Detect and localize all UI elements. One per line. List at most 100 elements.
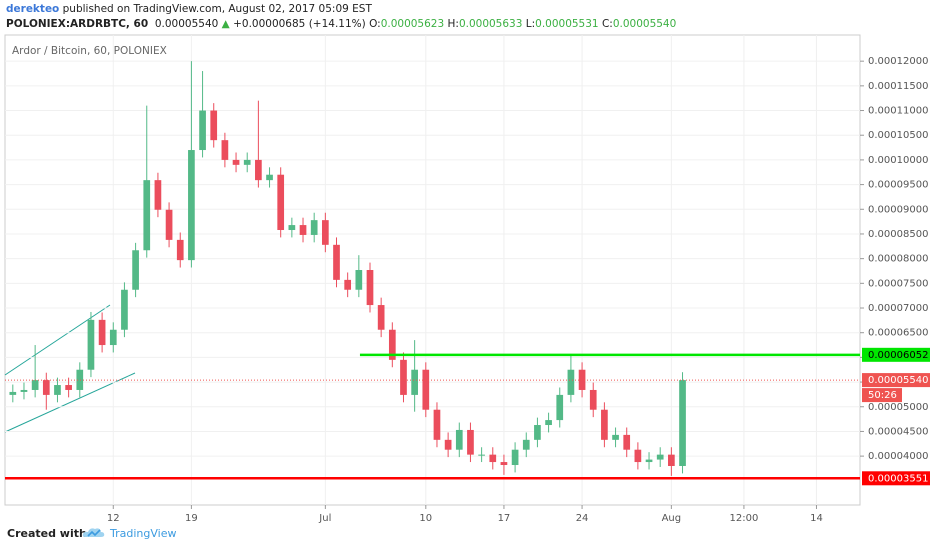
publish-line: derekteo published on TradingView.com, A… [6, 2, 676, 17]
candle-body [534, 425, 541, 440]
candle-body [500, 462, 508, 466]
candle-body [656, 454, 664, 460]
candle-body [422, 369, 430, 410]
candle-body [578, 369, 586, 390]
candle-body [623, 434, 631, 450]
y-tick-label: 0.00007500 [868, 278, 928, 289]
candle-body [467, 429, 474, 455]
ohlc-value: 0.00005623 [380, 18, 445, 30]
candle-body [634, 449, 642, 463]
candle-body [121, 289, 128, 330]
candle-body [243, 159, 251, 165]
ohlc-label: O: [369, 18, 381, 30]
x-tick-label: 24 [576, 513, 589, 524]
plot-frame [4, 34, 861, 506]
candle-body [188, 150, 195, 261]
ohlc: O:0.00005623 H:0.00005633 L:0.00005531 C… [366, 18, 676, 30]
x-tick-label: 19 [185, 513, 198, 524]
y-tick-label: 0.00006500 [868, 328, 928, 339]
candle-body [321, 220, 329, 245]
candle-body [87, 319, 95, 370]
candle-body [455, 429, 463, 450]
published: published on TradingView.com, August 02,… [62, 3, 372, 15]
candle-body [344, 279, 352, 290]
candle-body [20, 389, 28, 392]
y-tick-label: 0.00008000 [868, 254, 928, 265]
candle-body [377, 305, 385, 330]
y-tick-label: 0.00007000 [868, 303, 928, 314]
chart-title: Ardor / Bitcoin, 60, POLONIEX [12, 45, 167, 57]
last: 0.00005540 [154, 18, 219, 30]
x-tick-label: Jul [318, 513, 331, 524]
up-arrow: ▲ [221, 18, 230, 30]
y-tick-label: 0.00012000 [868, 56, 928, 67]
candle-body [266, 174, 273, 181]
candle-body [612, 434, 619, 440]
ohlc-label: L: [525, 18, 536, 30]
candle-body [545, 420, 552, 426]
candle-body [400, 359, 407, 395]
candle-body [154, 180, 162, 210]
y-tick-label: 0.00010000 [868, 155, 928, 166]
ohlc-value: 0.00005531 [535, 18, 599, 30]
y-tick-label: 0.00010500 [868, 130, 928, 141]
candle-body [444, 439, 452, 450]
candle-body [310, 220, 318, 235]
y-tick-label: 0.00008500 [868, 229, 928, 240]
candle-body [143, 180, 151, 251]
last-price-label: 0.00005540 [868, 375, 928, 386]
symbol: POLONIEX:ARDRBTC, 60 [6, 18, 149, 30]
y-tick-label: 0.00009000 [868, 204, 928, 215]
candle-body [411, 369, 418, 395]
x-tick-label: Aug [662, 513, 682, 524]
candle-body [355, 270, 363, 290]
candle-body [589, 389, 597, 410]
candle-body [433, 409, 441, 440]
ohlc-value: 0.00005633 [458, 18, 523, 30]
level-label: 0.00006052 [868, 350, 928, 361]
candle-body [489, 454, 497, 463]
candle-body [288, 225, 296, 231]
candle-body [176, 239, 184, 261]
channel-upper [4, 304, 111, 376]
candle-body [109, 329, 117, 346]
countdown: 50:26 [868, 390, 897, 401]
created-with: Created with [7, 527, 87, 540]
countdown-bg [862, 388, 902, 403]
last-price-bg [862, 373, 930, 388]
candle-body [668, 454, 675, 466]
x-tick-label: 14 [810, 513, 823, 524]
candle-body [601, 409, 608, 440]
quote-line: POLONIEX:ARDRBTC, 60 0.00005540 ▲ +0.000… [6, 17, 676, 32]
candle-body [76, 369, 84, 390]
ohlc-label: C: [601, 18, 613, 30]
x-tick-label: 17 [498, 513, 511, 524]
candle-body [567, 369, 575, 395]
candle-body [221, 140, 229, 160]
candle-body [388, 329, 396, 360]
candle-body [65, 385, 72, 390]
candle-body [366, 270, 374, 306]
x-tick-label: 12:00 [730, 513, 759, 524]
candle-body [556, 394, 564, 421]
candle-body [333, 244, 340, 280]
author[interactable]: derekteo [6, 3, 60, 15]
y-tick-label: 0.00011000 [868, 106, 928, 117]
x-tick-label: 10 [419, 513, 432, 524]
header: derekteo published on TradingView.com, A… [6, 2, 676, 32]
candle-body [277, 174, 285, 231]
ohlc-label: H: [447, 18, 459, 30]
x-tick-label: 12 [107, 513, 120, 524]
candle-body [98, 319, 106, 346]
y-tick-label: 0.00004000 [868, 451, 928, 462]
change: +0.00000685 (+14.11%) [233, 18, 366, 30]
candle-body [478, 454, 485, 456]
candle-body [299, 225, 307, 235]
candle-body [199, 110, 206, 151]
candle-body [645, 459, 653, 463]
brand[interactable]: TradingView [110, 527, 177, 540]
candle-body [42, 380, 50, 395]
y-tick-label: 0.00005000 [868, 402, 928, 413]
y-tick-label: 0.00011500 [868, 81, 928, 92]
